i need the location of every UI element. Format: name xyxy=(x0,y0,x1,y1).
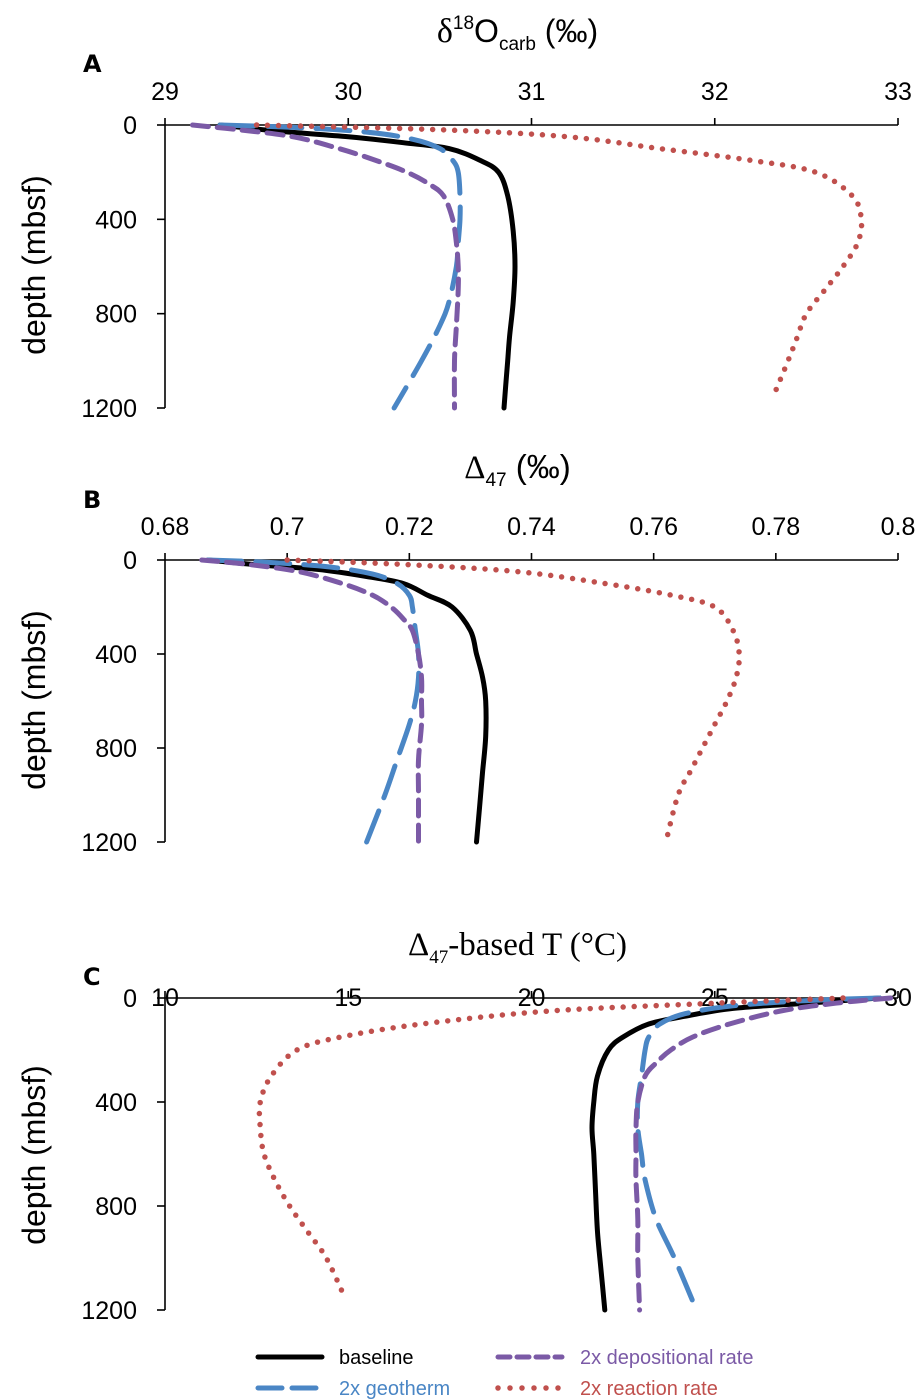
y-tick-label: 1200 xyxy=(81,1297,137,1325)
x-tick-label: 31 xyxy=(518,78,546,106)
y-tick-label: 0 xyxy=(123,985,137,1013)
legend: baseline 2x geotherm 2x depositional rat… xyxy=(255,1347,753,1399)
panel-letter-b: B xyxy=(83,486,101,514)
y-tick-label: 1200 xyxy=(81,395,137,423)
y-tick-label: 400 xyxy=(95,641,137,669)
y-tick-label: 0 xyxy=(123,547,137,575)
y-axis-title: depth (mbsf) xyxy=(16,610,52,790)
series-line-geotherm xyxy=(205,557,422,845)
x-tick-label: 0.76 xyxy=(629,513,678,541)
y-axis-title: depth (mbsf) xyxy=(16,175,52,355)
panel-letter-c: C xyxy=(83,963,101,991)
series-line-reaction xyxy=(284,557,743,845)
x-tick-label: 0.8 xyxy=(881,513,916,541)
legend-label-geotherm: 2x geotherm xyxy=(339,1378,450,1399)
x-tick-label: 0.78 xyxy=(751,513,800,541)
series-line-depositional xyxy=(633,995,894,1313)
y-tick-label: 0 xyxy=(123,112,137,140)
x-tick-label: 33 xyxy=(884,78,912,106)
x-tick-label: 15 xyxy=(334,984,362,1012)
x-tick-label: 20 xyxy=(518,984,546,1012)
series-line-depositional xyxy=(199,557,425,845)
series-line-geotherm xyxy=(217,122,463,411)
x-tick-label: 29 xyxy=(151,78,179,106)
x-tick-label: 0.74 xyxy=(507,513,556,541)
y-tick-label: 800 xyxy=(95,301,137,329)
x-axis-title: Δ47-based T (°C) xyxy=(408,927,627,968)
x-tick-label: 0.7 xyxy=(270,513,305,541)
x-tick-label: 0.68 xyxy=(141,513,190,541)
legend-label-depositional: 2x depositional rate xyxy=(580,1347,753,1369)
y-tick-label: 800 xyxy=(95,1193,137,1221)
legend-label-reaction: 2x reaction rate xyxy=(580,1378,718,1399)
x-tick-label: 30 xyxy=(334,78,362,106)
x-axis-title: δ18Ocarb (‰) xyxy=(437,13,598,55)
series-line-geotherm xyxy=(634,995,883,1313)
panel-letter-a: A xyxy=(83,50,102,78)
legend-label-baseline: baseline xyxy=(339,1347,414,1369)
y-tick-label: 800 xyxy=(95,735,137,763)
panel-b: B Δ47 (‰) 0.68 0.7 0.72 0.74 0.76 0.78 0.8 0 400 80… xyxy=(16,448,915,857)
series-line-baseline xyxy=(217,122,518,411)
series-line-reaction xyxy=(256,995,846,1300)
x-tick-label: 32 xyxy=(701,78,729,106)
y-tick-label: 1200 xyxy=(81,829,137,857)
series-line-baseline xyxy=(205,557,489,845)
series-line-reaction xyxy=(253,122,865,399)
y-axis-title: depth (mbsf) xyxy=(16,1065,52,1245)
series-line-depositional xyxy=(190,122,461,411)
y-tick-label: 400 xyxy=(95,206,137,234)
series-line-baseline xyxy=(589,995,883,1313)
y-tick-label: 400 xyxy=(95,1089,137,1117)
x-tick-label: 0.72 xyxy=(385,513,434,541)
x-axis-title: Δ47 (‰) xyxy=(464,448,571,491)
